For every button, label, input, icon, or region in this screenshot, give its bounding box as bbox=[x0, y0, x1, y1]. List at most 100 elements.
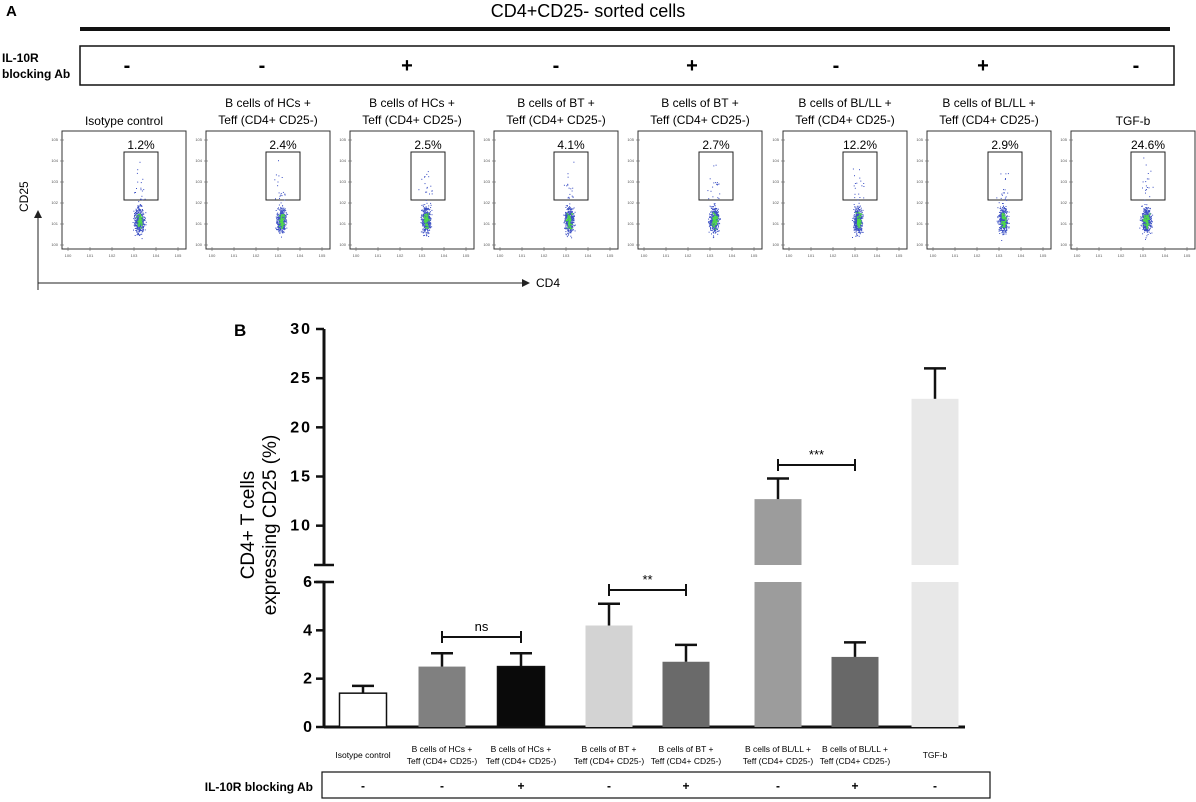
flow-dot bbox=[858, 231, 859, 233]
flow-dot-dense bbox=[566, 213, 568, 215]
flow-dot bbox=[1000, 219, 1002, 221]
flow-y-tick-label: 105 bbox=[339, 137, 346, 142]
flow-dot bbox=[284, 210, 286, 212]
flow-dot bbox=[135, 230, 137, 231]
flow-dot bbox=[139, 226, 140, 228]
flow-dot bbox=[565, 221, 567, 223]
flow-dot-dense bbox=[424, 217, 427, 219]
flow-dot bbox=[1148, 207, 1149, 209]
flow-gate bbox=[265, 151, 301, 201]
flow-x-tick-label: 100 bbox=[209, 253, 216, 258]
flow-dot bbox=[285, 228, 286, 230]
flow-dot-sparse bbox=[424, 183, 426, 185]
flow-dot-dense bbox=[569, 217, 572, 219]
flow-dot bbox=[138, 230, 140, 231]
flow-dot bbox=[1149, 229, 1151, 230]
flow-dot bbox=[565, 214, 567, 216]
flow-dot-dense bbox=[857, 216, 859, 218]
y-tick-label: 4 bbox=[303, 622, 312, 639]
flow-dot bbox=[424, 208, 426, 209]
flow-dot-sparse bbox=[568, 196, 570, 198]
flow-dot bbox=[1142, 217, 1144, 219]
x-tick-label-line1: B cells of BT + bbox=[582, 744, 637, 754]
flow-dot bbox=[1004, 221, 1006, 223]
flow-dot-sparse bbox=[1005, 196, 1007, 198]
flow-x-tick-label: 103 bbox=[707, 253, 714, 258]
flow-dot-dense bbox=[425, 213, 428, 215]
flow-dot-sparse bbox=[426, 173, 428, 175]
flow-dot bbox=[142, 216, 144, 218]
flow-dot bbox=[423, 218, 425, 220]
flow-dot-dense bbox=[140, 221, 142, 223]
flow-dot-sparse bbox=[1152, 186, 1154, 188]
flow-dot bbox=[563, 214, 565, 216]
flow-dot bbox=[424, 210, 426, 212]
flow-dot bbox=[716, 226, 718, 228]
flow-dot bbox=[998, 223, 1000, 225]
flow-dot bbox=[281, 207, 283, 209]
flow-dot-dense bbox=[280, 221, 282, 223]
flow-dot bbox=[1006, 215, 1007, 217]
flow-plot: B cells of HCs +Teff (CD4+ CD25-)1001001… bbox=[195, 96, 331, 258]
flow-dot bbox=[422, 206, 424, 208]
flow-dot bbox=[997, 207, 999, 209]
flow-dot bbox=[285, 210, 287, 212]
flow-dot-dense bbox=[569, 225, 571, 228]
flow-gate bbox=[1130, 151, 1166, 201]
flow-dot-dense bbox=[282, 224, 284, 226]
flow-dot-sparse bbox=[421, 178, 423, 180]
flow-dot bbox=[571, 221, 573, 223]
flow-dot bbox=[144, 229, 146, 231]
flow-dot-sparse bbox=[716, 182, 718, 184]
flow-dot bbox=[717, 223, 719, 225]
flow-dot bbox=[424, 225, 426, 227]
cd25-label: CD25 bbox=[17, 181, 31, 212]
flow-dot bbox=[1000, 226, 1002, 228]
flow-dot-dense bbox=[280, 215, 283, 217]
flow-dot bbox=[425, 210, 427, 212]
flow-dot bbox=[1000, 209, 1002, 211]
flow-dot bbox=[1149, 232, 1151, 234]
flow-dot-dense bbox=[282, 214, 284, 216]
il10r-sign: - bbox=[361, 779, 365, 793]
flow-dot bbox=[1004, 209, 1006, 211]
flow-dot bbox=[137, 207, 139, 209]
flow-dot bbox=[570, 225, 572, 226]
flow-dot bbox=[714, 208, 716, 210]
cd25-arrowhead bbox=[34, 210, 42, 218]
flow-dot bbox=[709, 221, 711, 223]
flow-dot bbox=[279, 214, 280, 216]
flow-dot-sparse bbox=[1006, 199, 1008, 201]
flow-dot-sparse bbox=[563, 184, 565, 186]
flow-dot bbox=[139, 210, 141, 211]
flow-dot bbox=[283, 226, 285, 228]
flow-dot bbox=[857, 210, 859, 212]
flow-dot bbox=[424, 204, 426, 206]
flow-dot-dense bbox=[714, 220, 717, 222]
flow-dot bbox=[570, 231, 572, 233]
flow-dot bbox=[710, 206, 712, 208]
flow-x-tick-label: 104 bbox=[729, 253, 736, 258]
flow-dot-sparse bbox=[1146, 189, 1147, 191]
flow-dot bbox=[138, 229, 140, 231]
flow-dot bbox=[420, 231, 422, 233]
flow-dot bbox=[859, 228, 861, 229]
flow-dot bbox=[1004, 211, 1006, 213]
flow-dot bbox=[136, 230, 138, 232]
flow-dot bbox=[713, 236, 715, 238]
flow-dot bbox=[715, 230, 717, 232]
flow-dot bbox=[1151, 226, 1153, 228]
flow-dot bbox=[279, 221, 280, 223]
flow-dot bbox=[566, 220, 568, 222]
flow-dot bbox=[857, 209, 859, 211]
flow-dot bbox=[717, 210, 718, 212]
flow-x-tick-label: 102 bbox=[685, 253, 692, 258]
flow-dot-sparse bbox=[569, 193, 571, 195]
flow-dot bbox=[137, 228, 138, 230]
flow-dot bbox=[564, 219, 566, 221]
flow-dot-sparse bbox=[284, 199, 286, 201]
y-axis-label-line2: expressing CD25 (%) bbox=[260, 435, 281, 616]
flow-dot bbox=[1149, 207, 1151, 209]
flow-dot-sparse bbox=[137, 181, 139, 183]
flow-dot bbox=[857, 226, 859, 228]
